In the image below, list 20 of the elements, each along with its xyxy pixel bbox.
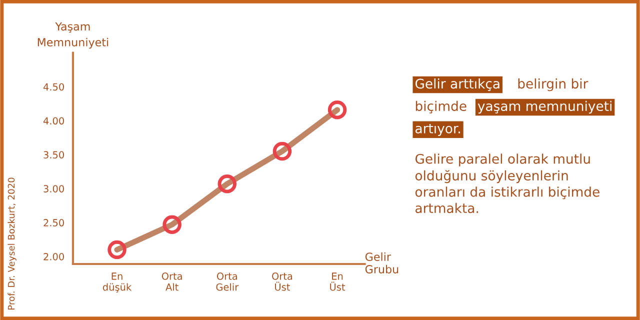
y-axis-title: Yaşam Memnuniyeti <box>38 22 108 49</box>
text: belirgin bir <box>518 78 588 92</box>
x-axis-title: Gelir Grubu <box>365 252 398 274</box>
text: yaşam memnuniyeti <box>478 100 612 114</box>
text: Prof. Dr. Veysel Bozkurt, 2020 <box>8 178 16 310</box>
y-tick-label: 3.50 <box>44 151 64 158</box>
text: artıyor. <box>416 124 460 136</box>
y-tick-label: 4.50 <box>43 83 64 91</box>
y-tick-label: 2.00 <box>44 253 64 260</box>
y-tick-label: 2.50 <box>44 219 64 226</box>
x-tick-label: En düşük <box>102 272 132 292</box>
x-tick-label: Orta Gelir <box>216 272 239 291</box>
text: biçimde <box>416 100 466 114</box>
text: Gelire paralel olarak mutlu olduğunu söyleyenlerin oranları da istikrarlı biçimde artmakta. <box>415 154 600 214</box>
x-tick-label: En Üst <box>330 272 346 291</box>
y-tick-label: 3.00 <box>44 185 64 192</box>
x-tick-label: Orta Üst <box>272 272 292 291</box>
x-tick-label: Orta Alt <box>162 272 182 291</box>
y-tick-label: 4.00 <box>43 117 64 125</box>
text: Gelir arttıkça <box>415 78 500 91</box>
